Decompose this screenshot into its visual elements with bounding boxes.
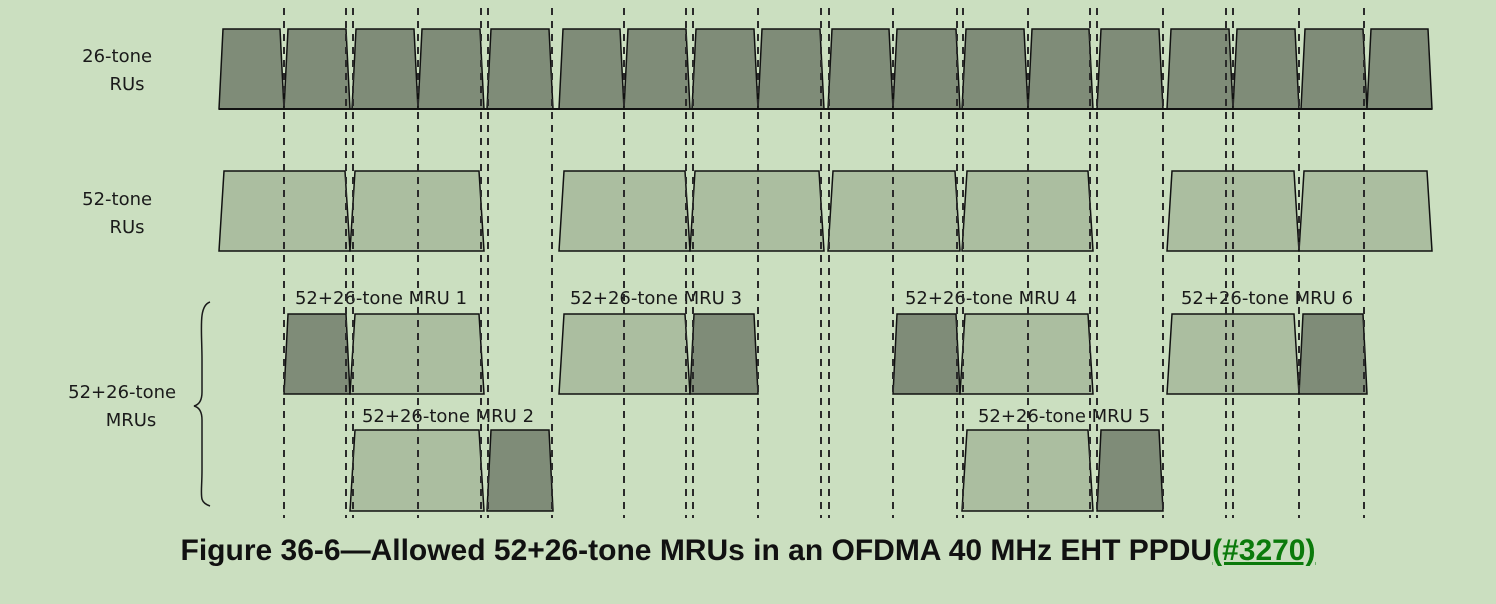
ru-26-tone-7 xyxy=(623,28,691,110)
ru-26-tone-12 xyxy=(961,28,1029,110)
row-label-52-tone: 52-tone RUs xyxy=(82,189,158,238)
ru-52-tone-6 xyxy=(961,170,1094,252)
mru-4-26-part xyxy=(892,313,961,395)
mru-label-5: 52+26-tone MRU 5 xyxy=(978,406,1150,427)
mru-5-26-part xyxy=(1096,429,1164,512)
mru-label-6: 52+26-tone MRU 6 xyxy=(1181,288,1353,309)
ru-26-tone-13 xyxy=(1027,28,1094,110)
mru-3-26-part xyxy=(689,313,759,395)
mru-2-26-part xyxy=(486,429,554,512)
ru-26-tone-2 xyxy=(283,28,351,110)
mru-4-52-part xyxy=(959,313,1094,395)
boundary-guides xyxy=(283,8,1365,518)
row-label-26-tone: 26-tone RUs xyxy=(82,46,158,95)
ru-26-tone-9 xyxy=(757,28,825,110)
mru-label-1: 52+26-tone MRU 1 xyxy=(295,288,467,309)
mru-5-52-part xyxy=(961,429,1094,512)
ru-26-tone-15 xyxy=(1166,28,1234,110)
ru-26-tone-10 xyxy=(827,28,894,110)
ru-26-tone-17 xyxy=(1300,28,1368,110)
ru-52-tone-row xyxy=(218,170,1433,252)
caption-link[interactable]: (#3270) xyxy=(1212,534,1316,567)
mru-row-upper xyxy=(283,313,1368,395)
mru-1-26-part xyxy=(283,313,351,395)
ru-26-tone-11 xyxy=(892,28,961,110)
ru-26-tone-16 xyxy=(1232,28,1300,110)
ru-26-tone-18 xyxy=(1366,28,1433,110)
row-label-mru: 52+26-tone MRUs xyxy=(68,382,182,431)
ru-52-tone-5 xyxy=(827,170,961,252)
mru-1-52-part xyxy=(349,313,485,395)
figure-caption: Figure 36-6—Allowed 52+26-tone MRUs in a… xyxy=(0,534,1496,568)
ru-52-tone-4 xyxy=(689,170,825,252)
ru-52-tone-8 xyxy=(1298,170,1433,252)
ru-52-tone-7 xyxy=(1166,170,1300,252)
ru-26-tone-6 xyxy=(558,28,625,110)
mru-label-4: 52+26-tone MRU 4 xyxy=(905,288,1077,309)
ru-26-tone-8 xyxy=(691,28,759,110)
mru-6-26-part xyxy=(1298,313,1368,395)
ru-26-tone-14 xyxy=(1096,28,1164,110)
mru-label-3: 52+26-tone MRU 3 xyxy=(570,288,742,309)
mru-row-lower xyxy=(349,429,1164,512)
ru-26-tone-5 xyxy=(486,28,554,110)
mru-6-52-part xyxy=(1166,313,1300,395)
mru-diagram: 26-tone RUs 52-tone RUs 52+26-tone MRUs … xyxy=(68,8,1433,518)
ru-52-tone-2 xyxy=(349,170,485,252)
ru-26-tone-row xyxy=(218,28,1433,110)
ru-26-tone-1 xyxy=(218,28,285,110)
mru-label-2: 52+26-tone MRU 2 xyxy=(362,406,534,427)
ru-26-tone-3 xyxy=(351,28,419,110)
mru-brace xyxy=(193,301,211,507)
ru-26-tone-4 xyxy=(417,28,485,110)
caption-text: Figure 36-6—Allowed 52+26-tone MRUs in a… xyxy=(180,534,1213,567)
